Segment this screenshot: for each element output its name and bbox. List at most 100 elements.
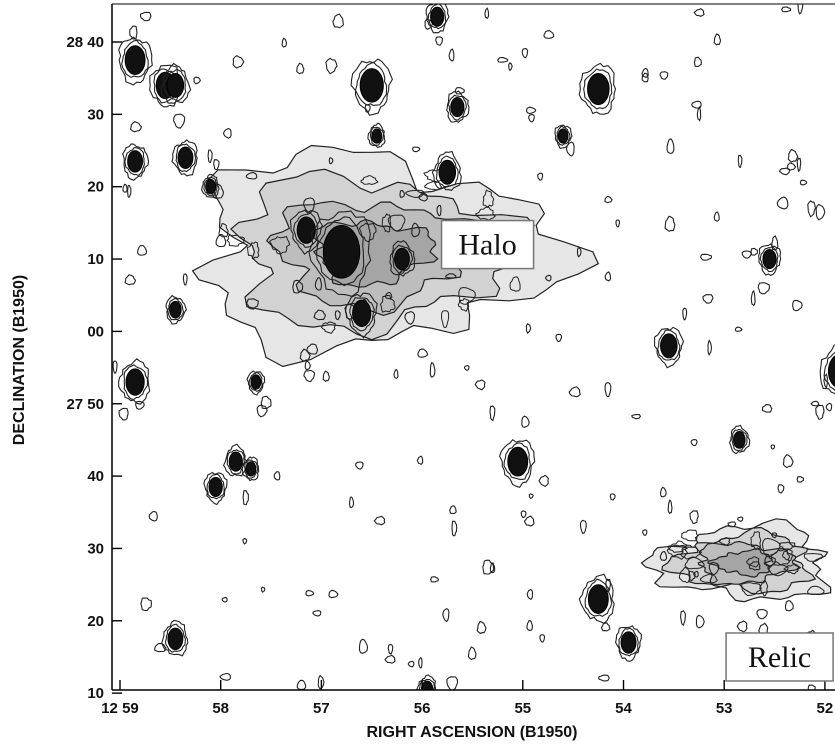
noise-contour — [600, 622, 611, 632]
noise-contour — [467, 646, 477, 661]
radio-source — [222, 443, 248, 477]
x-tick-label: 55 — [514, 700, 531, 717]
noise-contour — [695, 614, 705, 629]
noise-contour — [523, 515, 535, 527]
noise-contour — [463, 365, 470, 371]
noise-contour — [544, 274, 552, 282]
noise-contour — [417, 348, 428, 358]
noise-contour — [693, 570, 699, 578]
noise-contour — [313, 309, 327, 321]
noise-contour — [664, 215, 676, 232]
noise-contour — [449, 505, 457, 515]
noise-contour — [660, 486, 667, 498]
noise-contour — [373, 515, 386, 526]
noise-contour — [521, 415, 530, 429]
noise-contour — [182, 273, 188, 286]
radio-source — [728, 424, 751, 455]
noise-contour — [317, 674, 325, 690]
x-tick-label: 58 — [212, 700, 229, 717]
noise-contour — [484, 7, 490, 20]
noise-contour — [387, 643, 394, 655]
noise-contour — [807, 684, 816, 690]
noise-contour — [682, 307, 688, 321]
radio-source — [118, 358, 151, 405]
noise-contour — [799, 179, 808, 186]
noise-contour — [260, 586, 266, 593]
noise-contour — [734, 326, 743, 332]
noise-contour — [193, 76, 202, 85]
y-tick-label: 30 — [87, 106, 104, 123]
noise-contour — [526, 588, 534, 600]
radio-source — [578, 573, 615, 624]
noise-contour — [334, 310, 341, 321]
annotation-relic: Relic — [725, 632, 834, 682]
noise-contour — [702, 294, 714, 304]
noise-contour — [222, 127, 232, 139]
noise-contour — [173, 113, 186, 129]
noise-contour — [296, 62, 305, 75]
radio-source — [425, 4, 450, 34]
noise-contour — [232, 55, 245, 69]
annotation-label: Relic — [748, 641, 811, 674]
noise-contour — [384, 654, 396, 664]
noise-contour — [825, 402, 833, 412]
noise-contour — [296, 679, 307, 690]
noise-contour — [690, 439, 698, 447]
noise-contour — [129, 120, 143, 133]
noise-contour — [256, 404, 268, 418]
noise-contour — [604, 271, 612, 282]
noise-contour — [782, 453, 794, 469]
noise-contour — [538, 474, 549, 488]
x-tick-label: 57 — [313, 700, 330, 717]
noise-contour — [322, 370, 330, 382]
noise-contour — [137, 244, 148, 256]
noise-contour — [764, 556, 776, 567]
noise-contour — [436, 204, 442, 217]
noise-contour — [659, 71, 669, 80]
noise-contour — [448, 48, 455, 62]
radio-source — [758, 243, 782, 277]
x-axis-label: RIGHT ASCENSION (B1950) — [367, 724, 578, 741]
noise-contour — [680, 610, 686, 626]
radio-source — [431, 150, 462, 192]
noise-contour — [713, 211, 720, 222]
noise-contour — [328, 589, 339, 599]
noise-contour — [429, 361, 436, 378]
noise-contour — [281, 37, 288, 48]
noise-contour — [796, 476, 805, 483]
noise-contour — [424, 18, 434, 31]
noise-contour — [659, 550, 668, 562]
noise-contour — [642, 529, 648, 536]
noise-contour — [260, 395, 272, 410]
noise-contour — [489, 562, 496, 574]
noise-contour — [355, 461, 364, 470]
radio-source — [241, 456, 260, 482]
radio-source — [118, 36, 153, 86]
noise-contour — [539, 634, 546, 643]
radio-source — [654, 326, 685, 369]
noise-contour — [696, 105, 702, 122]
noise-contour — [135, 400, 145, 410]
radio-source — [203, 471, 228, 506]
radio-source — [350, 58, 394, 116]
noise-contour — [332, 13, 344, 29]
noise-contour — [796, 157, 802, 173]
plot-frame — [111, 3, 835, 691]
noise-contour — [756, 608, 768, 620]
noise-contour — [474, 379, 486, 391]
noise-contour — [445, 273, 457, 279]
noise-contour — [579, 519, 587, 535]
noise-contour — [314, 277, 322, 291]
x-tick-label: 54 — [615, 700, 632, 717]
radio-source — [499, 438, 536, 488]
noise-contour — [815, 203, 826, 221]
noise-contour — [303, 369, 316, 383]
noise-contour — [609, 493, 616, 501]
noise-contour — [631, 414, 642, 420]
noise-contour — [784, 600, 794, 612]
noise-contour — [393, 368, 399, 379]
noise-contour — [707, 339, 713, 356]
noise-contour — [521, 47, 529, 59]
noise-contour — [761, 404, 773, 413]
